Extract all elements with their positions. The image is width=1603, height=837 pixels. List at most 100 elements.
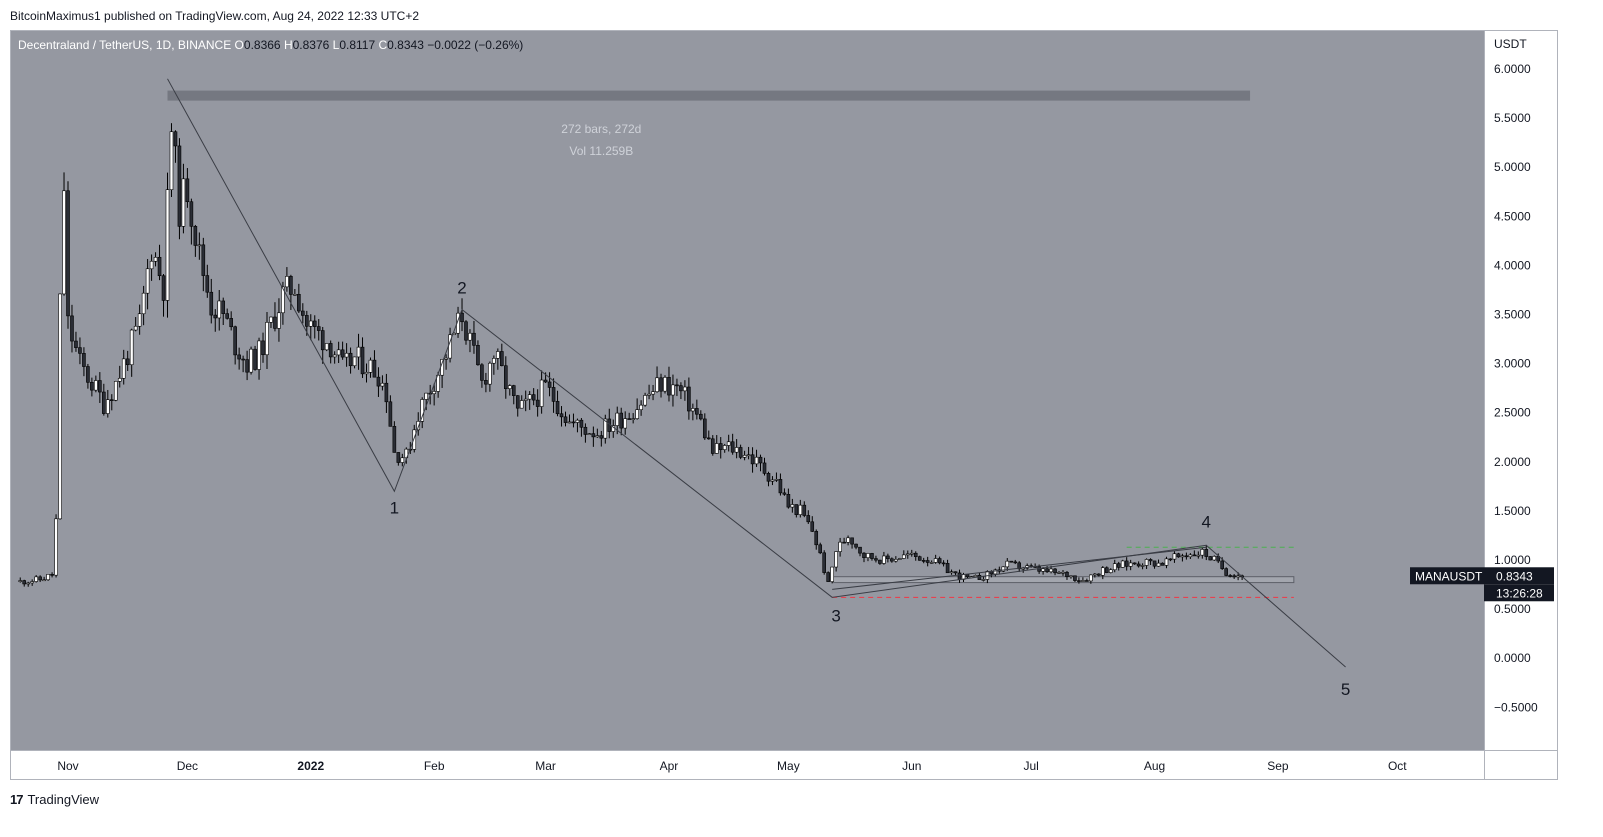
candle-body (1160, 562, 1165, 566)
candle-body (297, 293, 301, 312)
candle-body (539, 379, 544, 407)
candle-body (846, 537, 850, 543)
candle-body (205, 275, 210, 293)
candle-body (1128, 562, 1133, 567)
candle-body (1077, 580, 1081, 582)
candle-body (1168, 558, 1173, 561)
wave-label-4: 4 (1202, 512, 1211, 531)
candle-body (388, 401, 393, 427)
candle-body (1085, 580, 1089, 582)
candle-body (559, 413, 564, 418)
candle-body (149, 260, 154, 270)
candle-body (1228, 575, 1232, 577)
candle-body (1180, 555, 1185, 558)
measure-bars-label: 272 bars, 272d (561, 122, 641, 136)
candle-body (1061, 571, 1065, 574)
candle-body (981, 579, 986, 581)
candle-body (304, 315, 309, 327)
candle-body (396, 452, 401, 463)
candle-body (706, 437, 711, 440)
candle-body (695, 408, 699, 415)
time-tick-label: Dec (177, 759, 198, 773)
price-tick-label: 5.5000 (1494, 111, 1531, 125)
last-price-tag (1484, 567, 1554, 585)
plot-background (10, 30, 1484, 750)
candle-body (631, 418, 635, 420)
candle-body (870, 553, 874, 559)
candle-body (22, 580, 27, 585)
candle-body (500, 351, 504, 367)
candle-body (209, 291, 214, 316)
candle-body (937, 558, 942, 564)
candle-body (125, 358, 130, 366)
candle-body (312, 320, 317, 327)
candle-body (384, 382, 389, 403)
candles (18, 123, 1244, 587)
time-axis-background (10, 750, 1484, 780)
candle-body (523, 398, 528, 401)
price-axis-unit: USDT (1494, 37, 1527, 51)
footer: 17 TradingView (10, 792, 99, 807)
symbol-info-part: 0.8376 (293, 38, 333, 52)
candle-body (551, 387, 556, 402)
candle-body (567, 421, 572, 424)
price-chart[interactable]: 1 2 3 4 5 272 bars, 272d Vol 11.259B Decentrala… (10, 30, 1558, 780)
candle-body (472, 332, 476, 346)
candle-body (527, 394, 532, 400)
candle-body (973, 575, 978, 577)
candle-body (62, 190, 66, 295)
candle-body (106, 399, 110, 414)
price-tick-label: 1.5000 (1494, 504, 1531, 518)
candle-body (651, 391, 655, 395)
wave-label-3: 3 (831, 606, 840, 625)
candle-body (54, 518, 58, 576)
candle-body (245, 359, 249, 373)
candle-body (50, 574, 54, 576)
candle-body (1224, 568, 1228, 576)
candle-body (710, 438, 715, 454)
candle-body (830, 566, 834, 582)
candle-body (838, 541, 842, 552)
candle-body (82, 353, 86, 367)
candle-body (173, 131, 178, 147)
symbol-info-part: 0.8117 (339, 38, 378, 52)
price-tick-label: 0.0000 (1494, 651, 1531, 665)
measure-volume-label: Vol 11.259B (569, 144, 633, 158)
footer-brand[interactable]: TradingView (27, 792, 100, 807)
candle-body (615, 412, 620, 426)
symbol-info-part: 0.8366 (244, 38, 284, 52)
candle-body (675, 384, 679, 387)
candle-body (691, 408, 695, 412)
candle-body (301, 310, 305, 316)
price-tick-label: 1.0000 (1494, 553, 1531, 567)
candle-body (201, 244, 206, 276)
candle-body (293, 293, 297, 296)
candle-body (511, 385, 516, 396)
candle-body (782, 492, 787, 495)
price-tick-label: 4.0000 (1494, 258, 1531, 272)
candle-body (58, 293, 62, 520)
candle-body (858, 546, 862, 554)
candle-body (1236, 575, 1240, 578)
candle-body (121, 358, 126, 379)
candle-body (786, 494, 791, 508)
candle-body (750, 454, 755, 465)
candle-body (1156, 562, 1161, 567)
candle-body (663, 377, 667, 392)
price-tick-label: −0.5000 (1494, 700, 1538, 714)
candle-body (416, 421, 421, 431)
candle-body (193, 226, 198, 246)
candle-body (26, 582, 31, 585)
candle-body (185, 178, 190, 203)
chart-frame (10, 30, 1558, 780)
candle-body (531, 394, 536, 401)
candle-body (1192, 554, 1197, 557)
candle-body (1200, 549, 1205, 556)
candle-body (762, 462, 767, 474)
countdown-label: 13:26:28 (1496, 586, 1543, 600)
price-tick-label: 4.5000 (1494, 209, 1531, 223)
candle-body (599, 435, 604, 439)
candle-body (181, 178, 186, 227)
candle-body (1172, 553, 1177, 560)
candle-body (1093, 573, 1097, 576)
